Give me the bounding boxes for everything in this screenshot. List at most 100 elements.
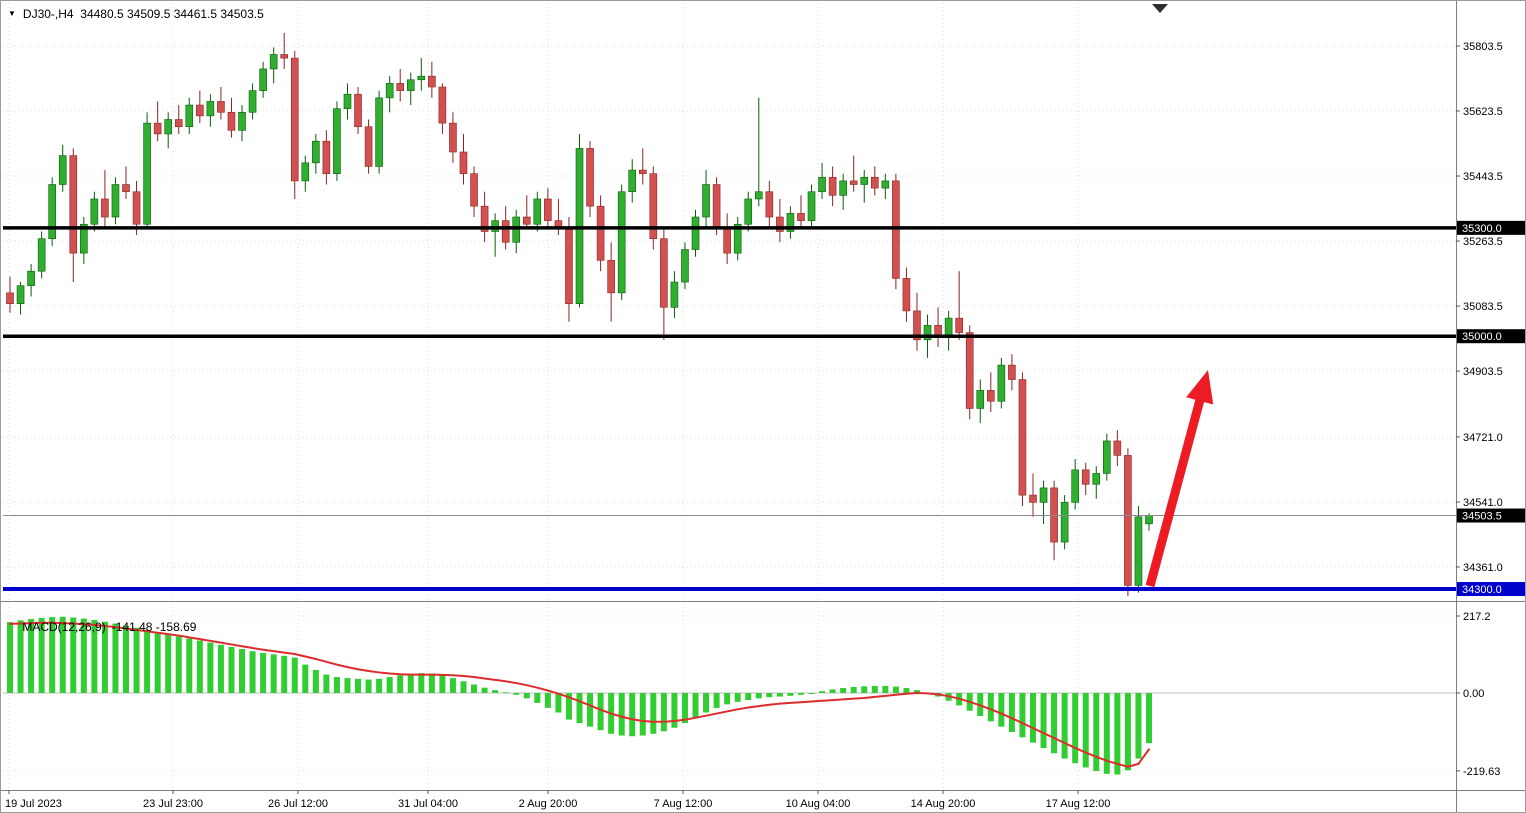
- hline-price-label-text: 35000.0: [1462, 331, 1502, 343]
- macd-histogram-bar: [407, 673, 414, 693]
- macd-indicator-values: -141.48 -158.69: [111, 620, 197, 634]
- macd-histogram-bar: [892, 686, 899, 693]
- macd-histogram-bar: [576, 693, 583, 724]
- candle: [1018, 372, 1027, 506]
- hline-price-label-text: 34300.0: [1462, 584, 1502, 596]
- macd-histogram-bar: [861, 686, 868, 693]
- macd-histogram-bar: [80, 618, 87, 693]
- candle: [6, 276, 14, 313]
- price-axis[interactable]: 35803.5 35623.5 35443.5 35263.5 35083.5 34903…: [1456, 1, 1526, 813]
- chart-shift-marker-icon[interactable]: [1152, 4, 1168, 13]
- macd-histogram-bar: [28, 618, 35, 693]
- candle: [744, 191, 753, 232]
- macd-histogram-bar: [460, 681, 467, 693]
- hline-price-label-box: [1457, 582, 1525, 597]
- macd-histogram-bar: [228, 646, 235, 693]
- candle: [196, 90, 204, 124]
- price-tick-label: 35623.5: [1463, 106, 1503, 118]
- candle: [153, 101, 162, 142]
- candle: [259, 61, 267, 98]
- macd-histogram-bar: [618, 693, 625, 736]
- macd-signal-line: [9, 621, 1150, 768]
- macd-histogram-bar: [302, 664, 309, 693]
- time-axis[interactable]: 19 Jul 2023 23 Jul 23:00 26 Jul 12:00 31 Ju…: [1, 790, 1526, 810]
- macd-histogram-bar: [207, 642, 214, 693]
- macd-histogram-bar: [38, 617, 45, 693]
- macd-histogram-bar: [481, 687, 488, 693]
- macd-histogram-bar: [534, 693, 541, 703]
- candle: [480, 191, 489, 243]
- candle: [628, 159, 637, 203]
- macd-histogram-bar: [597, 693, 604, 731]
- candle: [913, 292, 921, 351]
- macd-histogram-bar: [365, 679, 372, 693]
- macd-histogram-bar: [745, 693, 752, 701]
- candle: [902, 267, 911, 322]
- macd-histogram-bar: [703, 693, 710, 713]
- instrument-dropdown-icon[interactable]: ▼: [8, 9, 16, 18]
- candle: [828, 166, 837, 207]
- macd-histogram-bar: [239, 649, 246, 693]
- macd-histogram-bar: [1072, 693, 1079, 764]
- time-tick-label: 17 Aug 12:00: [1046, 798, 1111, 810]
- macd-histogram-bar: [260, 652, 267, 693]
- macd-histogram-bar: [91, 619, 98, 693]
- price-tick-label: 34903.5: [1463, 366, 1503, 378]
- macd-histogram-bar: [428, 673, 435, 693]
- candle: [132, 180, 141, 236]
- macd-histogram-bar: [312, 669, 319, 693]
- macd-histogram-bar: [217, 644, 224, 693]
- candle: [1039, 480, 1048, 525]
- macd-histogram-bar: [734, 693, 741, 702]
- candle: [1113, 430, 1122, 467]
- macd-histogram-bar: [724, 693, 731, 705]
- macd-histogram-bar: [397, 675, 404, 693]
- trend-arrow-annotation[interactable]: [1145, 370, 1214, 588]
- macd-histogram-bar: [692, 693, 699, 718]
- candle: [37, 231, 46, 279]
- candle: [1081, 462, 1090, 496]
- candle: [965, 325, 974, 420]
- macd-histogram-bar: [333, 677, 340, 693]
- macd-histogram-bar: [196, 640, 203, 693]
- hline-price-label-box: [1457, 220, 1525, 235]
- candle: [438, 83, 447, 134]
- candle: [354, 86, 362, 134]
- candle: [649, 166, 658, 250]
- macd-histogram-bar: [270, 654, 277, 693]
- macd-histogram-bar: [502, 692, 509, 694]
- candle: [1008, 354, 1016, 391]
- macd-histogram-bar: [713, 693, 720, 708]
- price-tick-label: 35443.5: [1463, 171, 1503, 183]
- macd-histogram-bar: [681, 693, 688, 724]
- macd-histogram-bar: [1093, 693, 1100, 771]
- time-tick-label: 31 Jul 04:00: [398, 798, 458, 810]
- candle: [786, 206, 795, 239]
- candle: [90, 191, 99, 232]
- candle: [849, 155, 858, 192]
- macd-histogram-bar: [776, 693, 783, 697]
- candle: [1060, 495, 1069, 550]
- candle: [470, 166, 478, 218]
- macd-histogram-bar: [439, 675, 446, 693]
- candle: [512, 209, 521, 254]
- candle: [733, 217, 742, 261]
- time-tick-label: 2 Aug 20:00: [519, 798, 578, 810]
- time-tick-label: 14 Aug 20:00: [911, 798, 976, 810]
- candle: [860, 170, 869, 203]
- time-tick-label: 23 Jul 23:00: [143, 798, 203, 810]
- candle: [16, 282, 25, 315]
- candle: [238, 105, 246, 142]
- candle: [881, 173, 890, 199]
- candle: [269, 47, 278, 84]
- candle: [670, 271, 679, 319]
- macd-histogram-bar: [766, 693, 773, 698]
- candle: [797, 195, 805, 228]
- candle: [280, 32, 289, 69]
- candle: [870, 166, 879, 196]
- macd-histogram-bar: [344, 678, 351, 693]
- time-tick-label: 19 Jul 2023: [5, 798, 62, 810]
- symbol-ohlc-text: DJ30-,H4 34480.5 34509.5 34461.5 34503.5: [22, 7, 264, 21]
- candle: [48, 177, 56, 246]
